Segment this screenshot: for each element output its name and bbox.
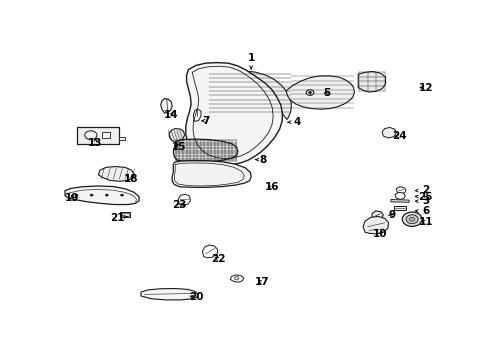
Text: 14: 14 [164, 110, 179, 120]
Polygon shape [396, 187, 406, 194]
Text: 20: 20 [189, 292, 203, 302]
Polygon shape [202, 245, 218, 258]
Polygon shape [178, 194, 190, 205]
Polygon shape [391, 199, 409, 202]
Polygon shape [169, 129, 185, 141]
Text: 3: 3 [416, 196, 429, 206]
Polygon shape [102, 132, 110, 138]
Polygon shape [161, 99, 172, 113]
Polygon shape [197, 71, 292, 120]
Text: 13: 13 [88, 138, 103, 148]
Text: 10: 10 [373, 229, 388, 239]
Polygon shape [65, 186, 139, 204]
Polygon shape [395, 192, 405, 199]
Text: 17: 17 [255, 277, 270, 287]
Circle shape [121, 194, 123, 196]
Circle shape [90, 194, 93, 196]
Polygon shape [120, 212, 130, 217]
Polygon shape [286, 76, 354, 109]
Circle shape [75, 194, 78, 196]
Circle shape [402, 212, 422, 226]
Text: 16: 16 [265, 183, 279, 192]
Circle shape [105, 194, 108, 196]
Text: 15: 15 [172, 142, 186, 152]
Circle shape [406, 215, 418, 224]
Polygon shape [230, 275, 244, 282]
Text: 24: 24 [392, 131, 407, 141]
Text: 18: 18 [124, 174, 139, 184]
Text: 2: 2 [416, 185, 429, 195]
Circle shape [234, 276, 239, 280]
Text: 21: 21 [110, 213, 127, 223]
Text: 7: 7 [202, 116, 209, 126]
Polygon shape [141, 288, 198, 300]
Text: 9: 9 [388, 210, 395, 220]
Polygon shape [172, 161, 251, 187]
Polygon shape [372, 211, 383, 220]
Polygon shape [186, 63, 282, 165]
Polygon shape [122, 213, 129, 216]
Text: 19: 19 [65, 193, 79, 203]
Text: 6: 6 [416, 206, 429, 216]
Text: 25: 25 [416, 192, 433, 202]
Polygon shape [363, 216, 389, 234]
Polygon shape [98, 167, 134, 181]
Text: 12: 12 [418, 82, 433, 93]
Circle shape [309, 91, 312, 94]
Text: 23: 23 [172, 201, 186, 210]
Polygon shape [393, 206, 406, 210]
Polygon shape [382, 127, 396, 138]
Polygon shape [77, 127, 119, 144]
Text: 4: 4 [288, 117, 300, 127]
Circle shape [410, 217, 415, 221]
Text: 8: 8 [256, 155, 266, 165]
Circle shape [306, 90, 314, 95]
Text: 1: 1 [247, 53, 255, 69]
Text: 5: 5 [323, 88, 331, 98]
Text: 22: 22 [212, 255, 226, 264]
Polygon shape [119, 138, 125, 140]
Polygon shape [358, 72, 386, 92]
Polygon shape [173, 139, 238, 162]
Text: 11: 11 [418, 217, 433, 227]
